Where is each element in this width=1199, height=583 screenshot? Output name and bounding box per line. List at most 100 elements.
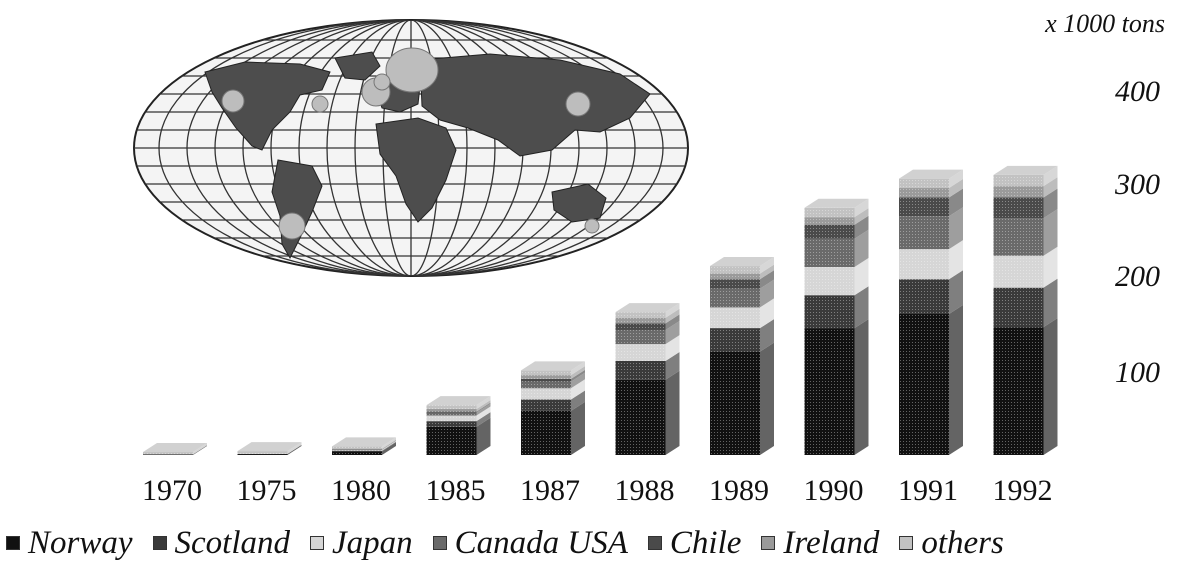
bar-segment-side: [1043, 165, 1058, 187]
bar-top: [143, 443, 207, 453]
bar-stack: [143, 443, 207, 455]
bar-segment-side: [760, 257, 774, 274]
bar-top: [426, 396, 491, 406]
legend-swatch: [647, 536, 662, 550]
category-label: 1992: [993, 474, 1053, 507]
bar-segment-side: [571, 369, 585, 382]
bar-segment-side: [760, 319, 774, 352]
bar-segment-side: [854, 208, 869, 225]
bar-segment-side: [854, 286, 869, 329]
bar-texture: [143, 452, 193, 455]
bar-stack: [426, 396, 491, 455]
legend-swatch: [761, 536, 776, 550]
bar-segment-side: [1043, 278, 1058, 328]
category-label: 1990: [804, 474, 864, 507]
legend-item: Ireland: [761, 525, 879, 562]
legend-label: Canada USA: [454, 524, 628, 561]
bar-segment-side: [476, 399, 491, 412]
legend-item: Canada USA: [432, 524, 628, 562]
bar-top: [521, 361, 585, 371]
bar-stack: [804, 198, 869, 455]
category-label: 1980: [331, 474, 391, 507]
bar-segment-side: [760, 298, 774, 329]
bar-segment-side: [760, 270, 774, 289]
legend-swatch: [432, 536, 447, 550]
bar-stack: [521, 361, 585, 455]
bar-segment-side: [949, 270, 963, 314]
legend-item: others: [899, 525, 1004, 562]
bar-stack: [993, 165, 1058, 455]
bar-stack: [237, 442, 302, 455]
y-axis-ticks: 100 200 300 400: [1114, 75, 1160, 389]
legend-swatch: [899, 536, 914, 550]
bar-segment-side: [665, 370, 680, 455]
category-label: 1970: [142, 474, 202, 507]
category-label: 1988: [615, 474, 675, 507]
bar-segment-side: [1043, 246, 1058, 288]
bar-segment-side: [665, 320, 680, 345]
legend-label: Norway: [28, 524, 133, 561]
bar-segment-side: [476, 403, 491, 416]
bar-segment-side: [571, 379, 585, 400]
bar-segment-side: [854, 229, 869, 267]
bar-segment-side: [571, 361, 585, 376]
legend-label: Japan: [332, 524, 413, 561]
bar-texture: [804, 207, 855, 455]
bar-segment-side: [949, 188, 963, 217]
world-map: [133, 19, 689, 277]
bar-segment-side: [949, 240, 963, 280]
legend-item: Chile: [647, 524, 742, 562]
bar-segment-side: [287, 442, 302, 454]
bar-segment-side: [382, 442, 396, 455]
legend-label: Scotland: [174, 524, 290, 561]
legend-swatch: [6, 536, 20, 550]
bar-segment-side: [193, 443, 207, 455]
legend-label: others: [921, 524, 1004, 561]
category-label: 1987: [520, 474, 580, 507]
bar-top: [332, 437, 396, 447]
bar-segment-side: [665, 314, 680, 330]
bar-segment-side: [949, 207, 963, 250]
bar-top: [993, 165, 1058, 175]
bar-segment-side: [949, 169, 963, 189]
bar-texture: [426, 405, 477, 455]
bar-segment-side: [476, 412, 491, 427]
bar-segment-side: [854, 215, 869, 239]
legend-label: Ireland: [783, 524, 880, 561]
unit-label: x 1000 tons: [1044, 9, 1165, 38]
bar-texture: [332, 446, 382, 455]
bar-stack: [332, 437, 396, 455]
bar-top: [804, 198, 869, 208]
bar-texture: [710, 266, 760, 455]
legend-item: Norway: [6, 525, 133, 562]
bar-segment-side: [665, 352, 680, 380]
bar-segment-side: [760, 279, 774, 308]
bar-stack: [899, 169, 963, 455]
category-label: 1991: [898, 474, 958, 507]
legend: Norway Scotland Japan Canada USA Chile Irelan…: [6, 518, 1196, 568]
bar-segment-side: [665, 303, 680, 318]
bar-segment-side: [854, 258, 869, 296]
bar-texture: [993, 174, 1044, 455]
bar-texture: [615, 312, 666, 455]
bar-segment-side: [1043, 318, 1058, 455]
legend-item: Japan: [310, 525, 413, 562]
legend-label: Chile: [669, 524, 742, 561]
y-tick-label: 200: [1115, 260, 1160, 293]
bar-top: [615, 303, 680, 313]
bar-segment-side: [571, 390, 585, 411]
bar-stack: [710, 257, 774, 455]
y-tick-label: 400: [1115, 75, 1160, 108]
bar-segment-side: [949, 179, 963, 198]
category-label: 1985: [426, 474, 486, 507]
bar-top: [899, 169, 963, 179]
bar-texture: [237, 451, 288, 455]
bar-segment-side: [571, 366, 585, 379]
bar-segment-side: [571, 372, 585, 389]
category-label: 1989: [709, 474, 769, 507]
bar-texture: [521, 370, 571, 455]
bar-texture: [899, 178, 949, 455]
bar-segment-side: [949, 305, 963, 455]
bar-segment-side: [1043, 188, 1058, 219]
